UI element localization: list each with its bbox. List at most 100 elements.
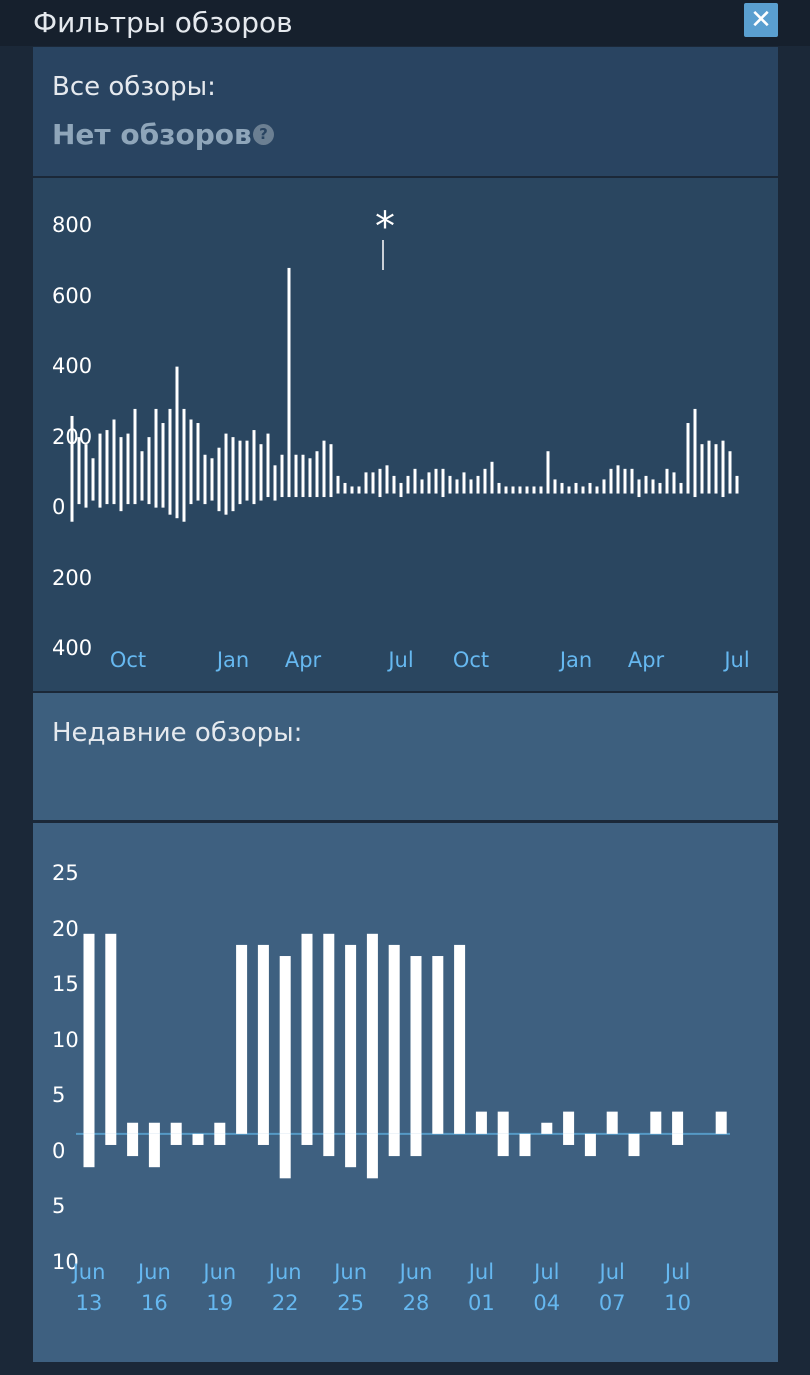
y-tick-label: 0: [52, 495, 66, 519]
bar: [83, 1133, 95, 1168]
bar: [630, 490, 634, 494]
x-tick-label: Jan: [559, 648, 593, 672]
bar: [294, 490, 298, 498]
x-tick-label: Jun 25: [334, 1260, 367, 1315]
bar: [83, 933, 95, 1134]
bar: [336, 475, 340, 490]
bar: [504, 486, 508, 490]
y-tick-label: 10: [52, 1027, 79, 1052]
y-tick-label: 800: [52, 213, 93, 237]
help-icon[interactable]: ?: [253, 124, 274, 145]
bar: [413, 490, 417, 494]
bar: [175, 490, 179, 519]
bar: [182, 490, 186, 522]
bar: [388, 1133, 400, 1157]
bar: [266, 490, 270, 498]
bar: [563, 1111, 575, 1134]
bar: [84, 490, 88, 508]
bar: [441, 468, 445, 490]
bar: [105, 430, 109, 490]
bar: [623, 490, 627, 494]
bar: [294, 454, 298, 490]
y-tick-label: 10: [52, 1250, 79, 1274]
bar: [350, 486, 354, 490]
y-tick-label: 0: [52, 1138, 66, 1163]
bar: [721, 440, 725, 490]
bar: [238, 440, 242, 490]
bar: [595, 490, 599, 494]
bar: [497, 1111, 509, 1134]
bar: [322, 440, 326, 490]
bar: [140, 490, 144, 501]
bar: [420, 479, 424, 490]
bar: [364, 490, 368, 494]
bar: [77, 437, 81, 490]
bar: [651, 490, 655, 494]
x-tick-label: Jul 04: [533, 1260, 561, 1315]
bar: [434, 490, 438, 494]
bar: [628, 1133, 640, 1157]
bar: [214, 1133, 226, 1145]
all-reviews-label: Все обзоры:: [52, 72, 216, 102]
bar: [644, 490, 648, 494]
bar: [189, 490, 193, 505]
y-tick-label: 200: [52, 565, 93, 590]
bar: [170, 1133, 182, 1145]
bar: [301, 490, 305, 498]
bar: [345, 944, 357, 1134]
x-tick-label: Jun 13: [72, 1260, 106, 1315]
bar: [203, 490, 207, 505]
bar: [672, 490, 676, 494]
bar: [584, 1133, 596, 1157]
bar: [252, 430, 256, 490]
bar: [329, 444, 333, 490]
bar: [371, 472, 375, 490]
bar: [168, 408, 172, 490]
bar: [623, 468, 627, 490]
bar: [511, 490, 515, 494]
bar: [410, 1133, 422, 1157]
bar: [469, 479, 473, 490]
bar: [350, 490, 354, 494]
review-summary: Нет обзоров: [52, 118, 252, 151]
bar: [497, 1133, 509, 1157]
y-tick-label: 15: [52, 972, 79, 997]
bar: [637, 479, 641, 490]
bar: [385, 465, 389, 490]
bar: [715, 1111, 727, 1134]
bar: [630, 468, 634, 490]
bar: [693, 490, 697, 498]
bar: [133, 490, 137, 505]
bar: [322, 490, 326, 498]
chart-panel: [33, 823, 778, 1362]
bar: [105, 933, 117, 1134]
x-tick-label: Apr: [627, 648, 665, 672]
bar: [343, 482, 347, 490]
bar: [581, 486, 585, 490]
bar: [388, 944, 400, 1134]
bar: [91, 458, 95, 490]
bar: [154, 408, 158, 490]
bar: [168, 490, 172, 515]
bar: [140, 451, 144, 490]
bar: [133, 408, 137, 490]
bar: [644, 475, 648, 490]
x-tick-label: Oct: [109, 648, 147, 672]
bar: [280, 454, 284, 490]
bar: [410, 956, 422, 1134]
bar: [686, 423, 690, 490]
bar: [434, 468, 438, 490]
bar: [588, 490, 592, 494]
bar: [532, 486, 536, 490]
bar: [189, 419, 193, 490]
x-tick-label: Jul 01: [468, 1260, 495, 1315]
bar: [245, 490, 249, 501]
bar: [210, 458, 214, 490]
x-tick-label: Jun 16: [137, 1260, 171, 1315]
bar: [170, 1122, 182, 1134]
y-tick-label: 25: [52, 861, 79, 885]
close-button[interactable]: ✕: [744, 3, 778, 37]
bar: [658, 482, 662, 490]
bar: [280, 490, 284, 498]
